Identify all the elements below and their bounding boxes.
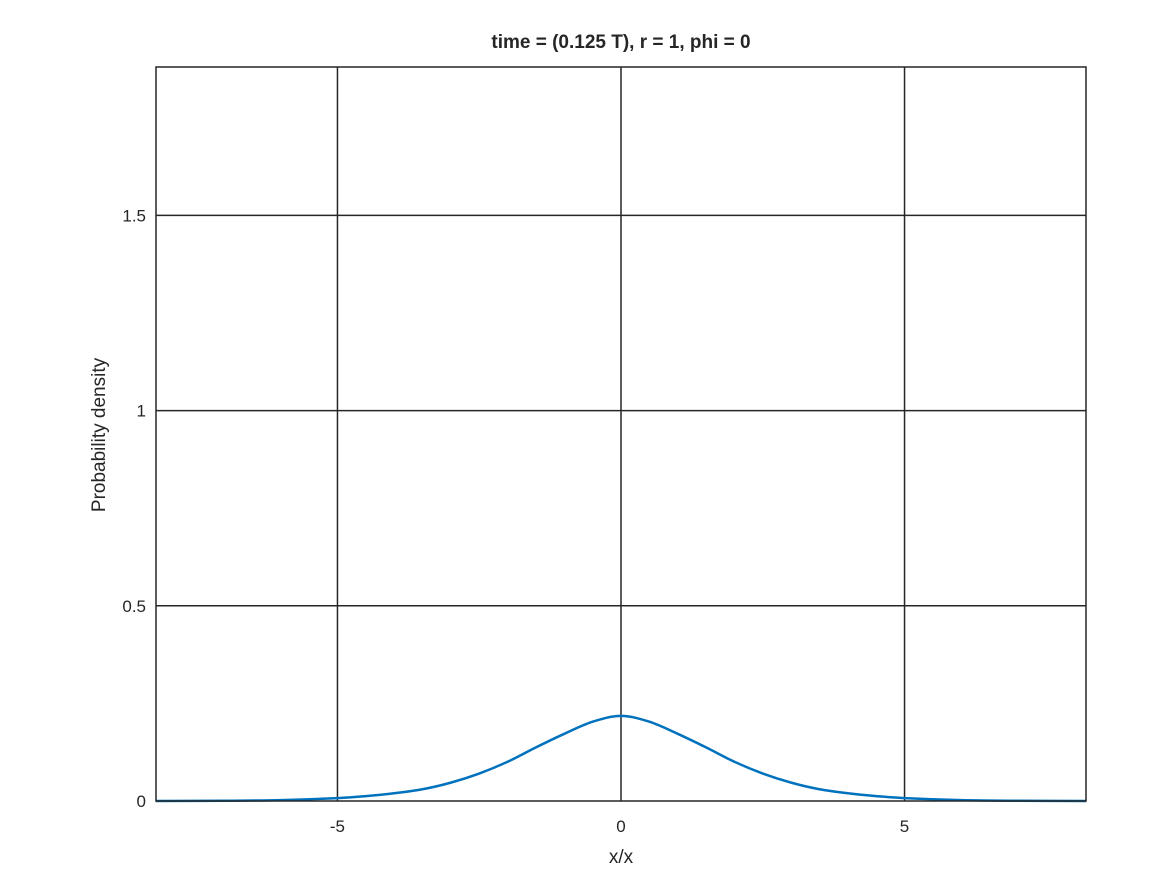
x-tick-label: -5 <box>330 817 345 836</box>
y-axis-label: Probability density <box>89 357 110 512</box>
series-line <box>155 714 1087 803</box>
axes-box <box>155 66 1087 802</box>
plot-series <box>155 714 1087 803</box>
x-tick-label: 5 <box>900 817 909 836</box>
y-tick-label: 0 <box>137 792 146 811</box>
y-tick-label: 1.5 <box>122 206 146 225</box>
y-tick-label: 0.5 <box>122 597 146 616</box>
chart-title: time = (0.125 T), r = 1, phi = 0 <box>491 32 750 53</box>
grid-lines <box>156 67 1086 801</box>
tick-labels: -5 0 5 0 0.5 1 1.5 <box>122 206 909 836</box>
x-tick-label: 0 <box>616 817 625 836</box>
y-tick-label: 1 <box>137 402 146 421</box>
x-axis-label: x/x <box>609 847 634 868</box>
